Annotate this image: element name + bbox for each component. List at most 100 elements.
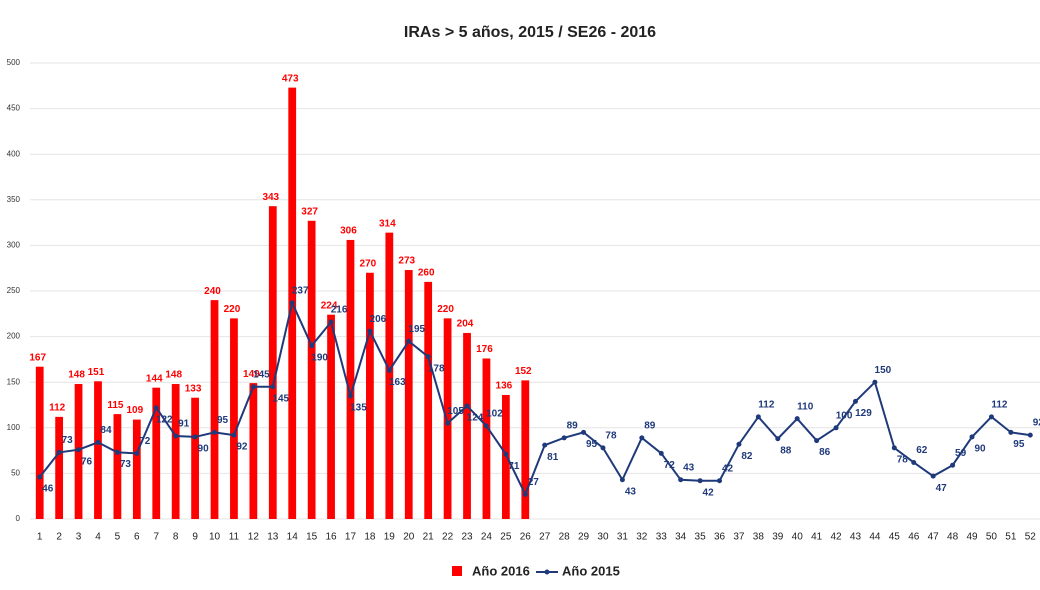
y-tick-label: 500 — [7, 58, 21, 67]
data-label: 306 — [340, 226, 357, 237]
x-tick-label: 14 — [287, 532, 299, 543]
bar — [171, 384, 180, 519]
y-tick-label: 400 — [7, 149, 21, 158]
x-tick-label: 33 — [656, 532, 668, 543]
y-tick-label: 300 — [7, 241, 21, 250]
x-tick-label: 7 — [153, 532, 159, 543]
data-label: 27 — [528, 477, 540, 488]
point — [328, 319, 334, 325]
x-tick-label: 19 — [384, 532, 396, 543]
y-tick-label: 350 — [7, 195, 21, 204]
data-label: 240 — [204, 286, 221, 297]
data-label: 163 — [389, 377, 406, 388]
bar — [346, 239, 355, 520]
y-tick-label: 50 — [11, 469, 20, 478]
x-tick-label: 46 — [908, 532, 920, 543]
data-label: 136 — [496, 381, 513, 392]
data-label: 109 — [126, 405, 143, 416]
point — [231, 432, 237, 438]
point — [386, 367, 392, 373]
data-label: 92 — [236, 442, 248, 453]
data-label: 148 — [165, 370, 182, 381]
data-label: 327 — [301, 206, 318, 217]
bar — [113, 414, 122, 519]
x-tick-label: 49 — [966, 532, 978, 543]
legend-swatch — [452, 566, 462, 576]
x-tick-label: 1 — [37, 532, 43, 543]
data-label: 220 — [224, 304, 241, 315]
point — [678, 477, 684, 483]
point — [483, 423, 489, 429]
data-label: 270 — [360, 258, 377, 269]
bar — [268, 206, 277, 519]
data-label: 190 — [311, 352, 328, 363]
x-tick-label: 45 — [889, 532, 901, 543]
data-label: 237 — [292, 285, 309, 296]
bar — [327, 314, 335, 519]
point — [309, 343, 315, 349]
x-tick-label: 30 — [597, 532, 609, 543]
data-label: 110 — [797, 401, 814, 412]
x-tick-label: 51 — [1005, 532, 1017, 543]
x-tick-label: 37 — [733, 532, 745, 543]
point — [114, 449, 120, 455]
line — [38, 299, 1031, 497]
data-label: 112 — [49, 402, 66, 413]
point — [347, 393, 353, 399]
data-label: 78 — [897, 455, 909, 466]
data-label: 473 — [282, 73, 299, 84]
x-tick-label: 32 — [636, 532, 648, 543]
point — [37, 474, 43, 480]
data-label: 43 — [683, 462, 695, 473]
data-label: 206 — [370, 314, 387, 325]
x-tick-label: 21 — [423, 532, 435, 543]
data-label: 76 — [81, 456, 93, 467]
data-label: 43 — [625, 486, 637, 497]
data-label: 273 — [398, 256, 415, 267]
x-tick-label: 44 — [869, 532, 881, 543]
x-tick-label: 3 — [76, 532, 82, 543]
data-label: 86 — [819, 447, 831, 458]
data-label: 152 — [515, 366, 532, 377]
point — [464, 403, 470, 409]
x-tick-label: 18 — [364, 532, 376, 543]
point — [522, 491, 528, 497]
point — [911, 459, 917, 465]
x-tick-label: 26 — [520, 532, 532, 543]
x-tick-label: 29 — [578, 532, 590, 543]
data-label: 195 — [408, 324, 425, 335]
point — [639, 435, 645, 441]
data-label: 89 — [644, 420, 656, 431]
data-label: 42 — [722, 463, 734, 474]
data-label: 92 — [1033, 418, 1040, 429]
data-label: 204 — [457, 319, 474, 330]
y-tick-label: 0 — [16, 514, 21, 523]
point — [658, 450, 664, 456]
point — [212, 429, 218, 435]
x-tick-label: 47 — [928, 532, 940, 543]
y-tick-label: 450 — [7, 104, 21, 113]
x-tick-label: 10 — [209, 532, 221, 543]
point — [988, 414, 994, 420]
data-label: 73 — [62, 435, 74, 446]
data-label: 88 — [780, 445, 792, 456]
data-label: 150 — [875, 365, 892, 376]
data-label: 95 — [586, 439, 598, 450]
data-label: 95 — [1013, 439, 1025, 450]
data-label: 71 — [508, 461, 520, 472]
data-label: 112 — [758, 399, 775, 410]
x-tick-label: 11 — [229, 532, 240, 543]
data-label: 151 — [88, 367, 105, 378]
x-tick-label: 31 — [617, 532, 629, 543]
data-label: 224 — [321, 300, 338, 311]
point — [969, 434, 975, 440]
bar — [482, 358, 491, 519]
x-tick-label: 22 — [442, 532, 454, 543]
chart-title: IRAs > 5 años, 2015 / SE26 - 2016 — [404, 24, 656, 41]
bar — [35, 366, 44, 519]
data-label: 144 — [146, 373, 163, 384]
data-label: 100 — [836, 410, 853, 421]
data-label: 314 — [379, 218, 396, 229]
x-tick-label: 41 — [811, 532, 823, 543]
point — [930, 473, 936, 479]
